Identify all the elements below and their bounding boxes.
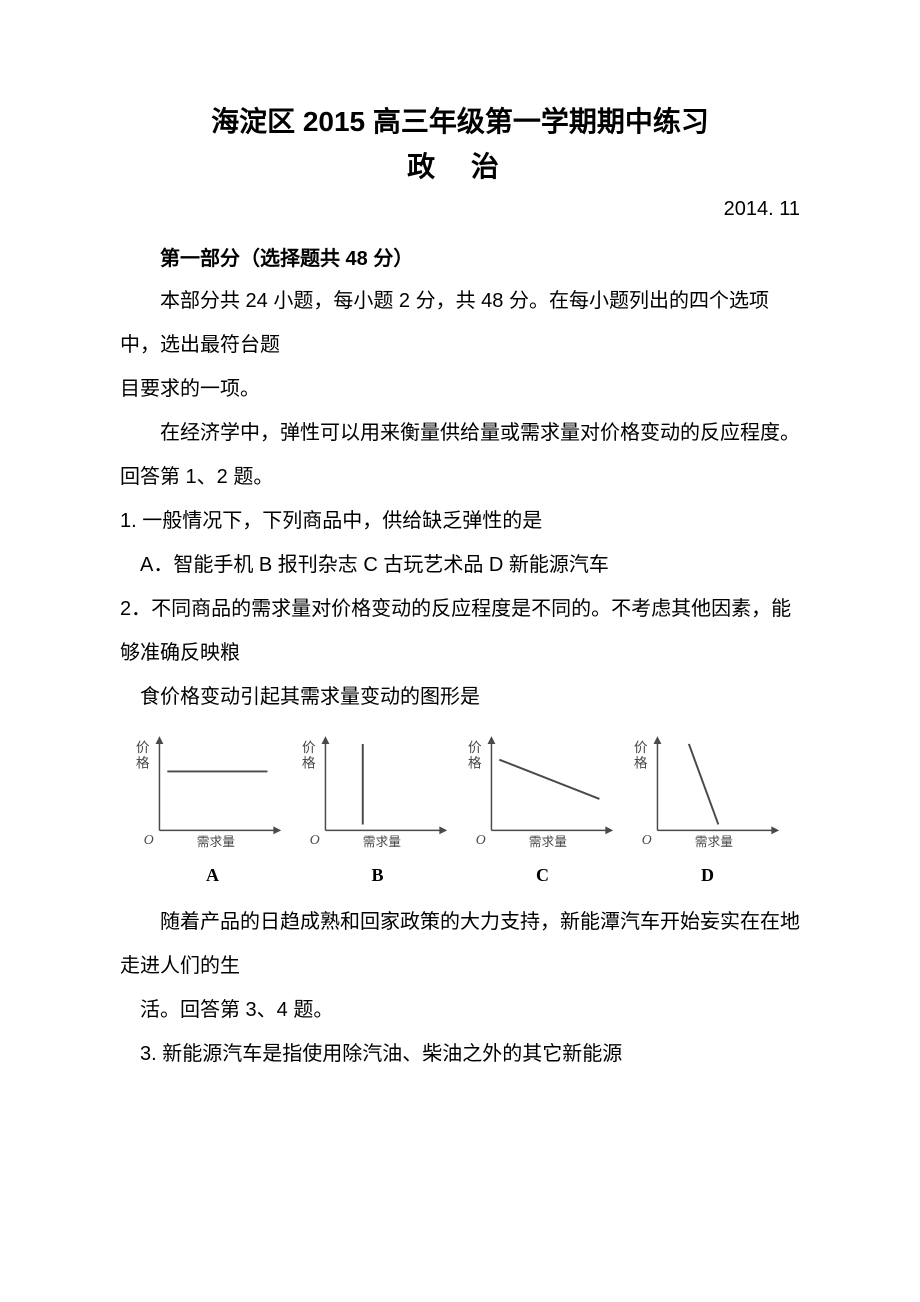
chart-c: 价 格 O 需求量 (462, 731, 624, 861)
chart-label-a: A (130, 865, 295, 886)
chart-d: 价 格 O 需求量 (628, 731, 790, 861)
y-axis-arrow (488, 736, 496, 744)
y-axis-label-2: 格 (302, 755, 316, 770)
origin-label: O (476, 832, 486, 847)
y-axis-label: 价 (302, 739, 316, 754)
x-axis-arrow (771, 826, 779, 834)
x-axis-arrow (273, 826, 281, 834)
y-axis-label-2: 格 (468, 755, 482, 770)
document-title: 海淀区 2015 高三年级第一学期期中练习 (120, 100, 800, 145)
charts-container: 价 格 O 需求量 价 格 O 需求量 价 格 (120, 731, 800, 861)
chart-labels-row: A B C D (120, 865, 800, 886)
y-axis-label: 价 (136, 739, 150, 754)
demand-curve-d (689, 744, 718, 825)
y-axis-label-2: 格 (634, 755, 648, 770)
instructions-line-2: 目要求的一项。 (120, 367, 800, 411)
origin-label: O (642, 832, 652, 847)
question-1-options: A．智能手机 B 报刊杂志 C 古玩艺术品 D 新能源汽车 (120, 543, 800, 587)
intro-1: 在经济学中，弹性可以用来衡量供给量或需求量对价格变动的反应程度。回答第 1、2 … (120, 411, 800, 499)
chart-a: 价 格 O 需求量 (130, 731, 292, 861)
chart-label-b: B (295, 865, 460, 886)
y-axis-label: 价 (634, 739, 648, 754)
question-2-stem-2: 食价格变动引起其需求量变动的图形是 (120, 675, 800, 719)
question-3-stem: 3. 新能源汽车是指使用除汽油、柴油之外的其它新能源 (120, 1032, 800, 1076)
y-axis-arrow (654, 736, 662, 744)
x-axis-label: 需求量 (363, 835, 401, 849)
demand-curve-c (499, 759, 599, 798)
chart-label-d: D (625, 865, 790, 886)
y-axis-arrow (322, 736, 330, 744)
section-header: 第一部分（选择题共 48 分） (120, 239, 800, 279)
y-axis-label-2: 格 (136, 755, 150, 770)
x-axis-label: 需求量 (695, 835, 733, 849)
x-axis-label: 需求量 (197, 835, 235, 849)
question-2-stem-1: 2．不同商品的需求量对价格变动的反应程度是不同的。不考虑其他因素，能够准确反映粮 (120, 587, 800, 675)
y-axis-label: 价 (468, 739, 482, 754)
document-subject: 政 治 (120, 145, 800, 190)
intro-2-line-2: 活。回答第 3、4 题。 (120, 988, 800, 1032)
intro-2-line-1: 随着产品的日趋成熟和回家政策的大力支持，新能潭汽车开始妄实在在地走进人们的生 (120, 900, 800, 988)
chart-label-c: C (460, 865, 625, 886)
origin-label: O (310, 832, 320, 847)
instructions-line-1: 本部分共 24 小题，每小题 2 分，共 48 分。在每小题列出的四个选项中，选… (120, 279, 800, 367)
x-axis-arrow (605, 826, 613, 834)
document-date: 2014. 11 (120, 198, 800, 221)
y-axis-arrow (156, 736, 164, 744)
chart-b: 价 格 O 需求量 (296, 731, 458, 861)
origin-label: O (144, 832, 154, 847)
x-axis-label: 需求量 (529, 835, 567, 849)
question-1-stem: 1. 一般情况下，下列商品中，供给缺乏弹性的是 (120, 499, 800, 543)
x-axis-arrow (439, 826, 447, 834)
